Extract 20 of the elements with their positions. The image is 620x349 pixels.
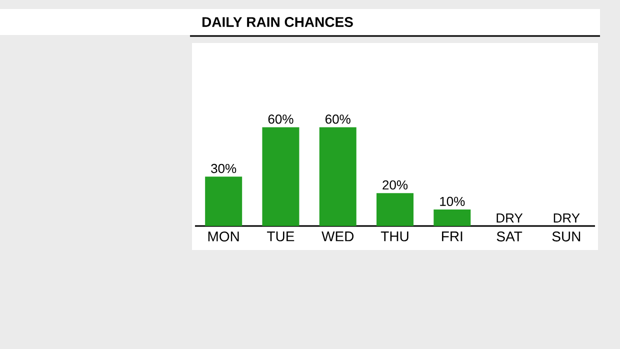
bar — [319, 127, 356, 226]
data-label: 60% — [326, 114, 350, 124]
data-label: DRY — [496, 214, 523, 222]
x-tick-label: SUN — [552, 232, 580, 242]
x-tick-label: THU — [380, 232, 408, 242]
x-tick-label: MON — [208, 232, 239, 242]
x-tick-label: SAT — [496, 232, 522, 242]
bar — [205, 176, 242, 226]
data-label: DRY — [554, 214, 580, 222]
bar — [376, 193, 414, 226]
data-label: 60% — [268, 114, 294, 124]
x-tick-label: FRI — [442, 232, 462, 242]
data-label: 30% — [211, 164, 236, 174]
data-label: 10% — [440, 196, 465, 206]
bar — [262, 127, 300, 226]
x-tick-label: WED — [322, 232, 354, 242]
chart-title: DAILY RAIN CHANCES — [202, 17, 353, 27]
x-tick-label: TUE — [267, 232, 294, 242]
bar — [434, 210, 471, 226]
data-label: 20% — [382, 180, 408, 190]
